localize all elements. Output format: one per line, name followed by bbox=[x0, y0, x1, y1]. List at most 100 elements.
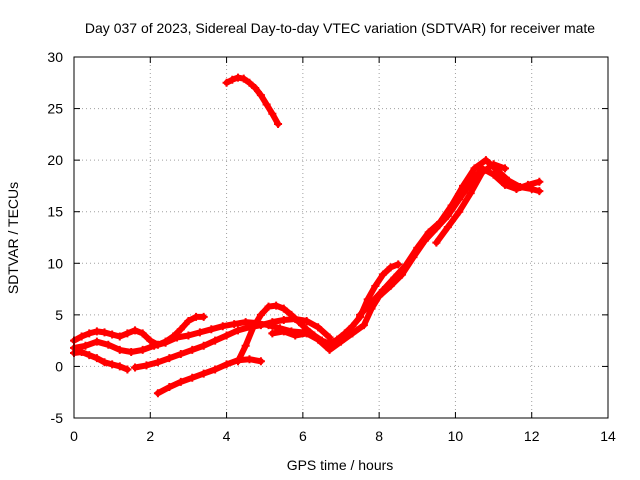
data-point bbox=[108, 360, 117, 369]
data-point bbox=[256, 310, 265, 319]
data-point bbox=[192, 312, 201, 321]
x-tick-label: 12 bbox=[524, 428, 540, 444]
data-point bbox=[489, 170, 498, 179]
data-point bbox=[436, 218, 445, 227]
data-point bbox=[249, 323, 258, 332]
data-point bbox=[85, 329, 94, 338]
data-point bbox=[241, 341, 250, 350]
data-point bbox=[325, 345, 334, 354]
data-point bbox=[371, 281, 380, 290]
x-tick-label: 14 bbox=[600, 428, 616, 444]
data-point bbox=[268, 318, 277, 327]
data-point bbox=[527, 185, 536, 194]
data-point bbox=[378, 286, 387, 295]
data-point bbox=[81, 341, 90, 350]
data-point bbox=[245, 355, 254, 364]
series-line bbox=[154, 356, 264, 397]
data-point bbox=[184, 317, 193, 326]
data-point bbox=[104, 340, 113, 349]
y-tick-label: 0 bbox=[55, 358, 63, 374]
data-point bbox=[211, 365, 220, 374]
data-point bbox=[356, 310, 365, 319]
data-point bbox=[501, 180, 510, 189]
data-point bbox=[447, 201, 456, 210]
data-point bbox=[516, 182, 525, 191]
data-point bbox=[279, 327, 288, 336]
data-point bbox=[142, 361, 151, 370]
data-point bbox=[188, 345, 197, 354]
data-point bbox=[279, 316, 288, 325]
series-line bbox=[235, 261, 402, 365]
data-point bbox=[115, 362, 124, 371]
data-point bbox=[239, 74, 248, 83]
data-point bbox=[394, 260, 403, 269]
data-point bbox=[535, 177, 544, 186]
data-point bbox=[251, 83, 260, 92]
data-point bbox=[337, 337, 345, 346]
data-point bbox=[150, 341, 159, 350]
data-point bbox=[470, 164, 479, 173]
data-point bbox=[401, 261, 410, 270]
series-line bbox=[223, 74, 282, 127]
data-point bbox=[184, 331, 193, 340]
data-point bbox=[138, 329, 147, 338]
data-point bbox=[348, 329, 357, 338]
y-tick-label: -5 bbox=[51, 410, 64, 426]
data-point bbox=[348, 322, 357, 331]
y-tick-label: 5 bbox=[55, 307, 63, 323]
y-tick-label: 15 bbox=[47, 204, 63, 220]
series-5 bbox=[153, 355, 265, 398]
data-point bbox=[443, 223, 452, 232]
data-point bbox=[199, 369, 208, 378]
data-point bbox=[501, 164, 510, 173]
data-point bbox=[359, 321, 368, 330]
data-point bbox=[153, 358, 162, 367]
data-point bbox=[390, 273, 399, 282]
data-point bbox=[291, 331, 300, 340]
data-point bbox=[211, 336, 220, 345]
data-point bbox=[241, 318, 250, 327]
data-point bbox=[161, 338, 170, 347]
data-point bbox=[234, 73, 243, 82]
chart-title: Day 037 of 2023, Sidereal Day-to-day VTE… bbox=[85, 20, 595, 36]
data-point bbox=[314, 335, 323, 344]
x-tick-label: 0 bbox=[70, 428, 78, 444]
data-point bbox=[222, 331, 231, 340]
y-tick-label: 20 bbox=[47, 152, 63, 168]
y-tick-label: 10 bbox=[47, 255, 63, 271]
data-point bbox=[386, 263, 395, 272]
x-axis-label: GPS time / hours bbox=[287, 457, 394, 473]
data-point bbox=[176, 350, 185, 359]
data-point bbox=[207, 325, 216, 334]
data-point bbox=[256, 91, 265, 100]
tick-labels: 0 2 4 6 8 10 12 14 -5 0 5 10 15 20 25 30 bbox=[47, 49, 616, 444]
data-point bbox=[459, 181, 468, 190]
data-point bbox=[146, 336, 155, 345]
series-6 bbox=[234, 260, 403, 366]
data-point bbox=[77, 347, 86, 356]
y-tick-label: 30 bbox=[47, 49, 63, 65]
data-point bbox=[165, 354, 174, 363]
data-point bbox=[153, 389, 162, 398]
data-point bbox=[195, 328, 204, 337]
data-point bbox=[295, 318, 304, 327]
data-point bbox=[378, 270, 387, 279]
data-point bbox=[262, 100, 271, 109]
series-9 bbox=[432, 160, 510, 247]
data-point bbox=[367, 298, 376, 307]
data-point bbox=[268, 109, 277, 118]
x-tick-label: 10 bbox=[448, 428, 464, 444]
data-point bbox=[172, 333, 181, 342]
y-axis-label: SDTVAR / TECUs bbox=[5, 182, 21, 294]
plot-frame bbox=[73, 56, 609, 419]
data-point bbox=[245, 78, 254, 87]
data-point bbox=[234, 326, 243, 335]
data-point bbox=[478, 168, 487, 177]
data-point bbox=[199, 312, 208, 321]
data-point bbox=[131, 363, 140, 372]
data-point bbox=[85, 351, 94, 360]
data-point bbox=[256, 357, 265, 366]
ticks bbox=[73, 56, 609, 419]
data-point bbox=[228, 75, 237, 84]
